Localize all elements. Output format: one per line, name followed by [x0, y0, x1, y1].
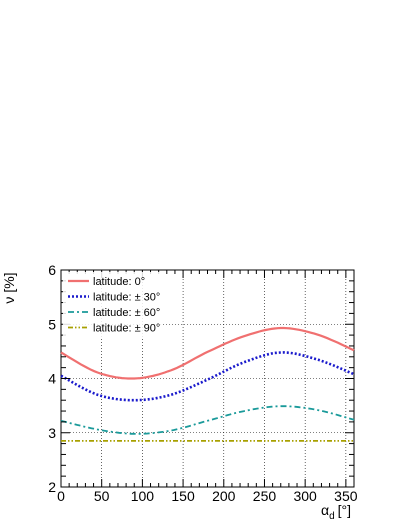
legend-label-1: latitude: ± 30°: [93, 292, 160, 304]
x-tick-label: 0: [57, 488, 65, 504]
series-layer: [60, 326, 355, 442]
x-tick-label: 250: [253, 488, 277, 504]
ticks: 0 50 100 150 200 250 300 350 2 3 4 5 6: [48, 262, 358, 504]
y-tick-label: 5: [48, 316, 56, 332]
x-tick-label: 350: [334, 488, 358, 504]
svg-text:αd[°]: αd [°]: [321, 502, 351, 522]
y-tick-label: 6: [48, 262, 56, 278]
x-axis-label: αd [°]: [321, 502, 351, 522]
x-tick-label: 300: [293, 488, 317, 504]
x-tick-label: 150: [171, 488, 195, 504]
legend: latitude: 0° latitude: ± 30° latitude: ± 6…: [63, 272, 163, 338]
x-tick-label: 100: [131, 488, 155, 504]
x-tick-label: 50: [94, 488, 110, 504]
y-axis-label: ν [%]: [1, 272, 17, 303]
series-line-2: [60, 405, 355, 435]
series-line-1: [60, 351, 355, 402]
x-axis-label-unit: [°]: [338, 502, 351, 518]
legend-label-2: latitude: ± 60°: [93, 307, 160, 319]
legend-label-3: latitude: ± 90°: [93, 323, 160, 335]
y-tick-label: 3: [48, 425, 56, 441]
series-line-0: [60, 326, 355, 380]
y-tick-label: 4: [48, 371, 56, 387]
x-tick-label: 200: [212, 488, 236, 504]
x-axis-label-sub: d: [329, 511, 335, 522]
x-axis-label-main: α: [321, 502, 329, 518]
y-tick-label: 2: [48, 479, 56, 495]
legend-label-0: latitude: 0°: [93, 276, 145, 288]
